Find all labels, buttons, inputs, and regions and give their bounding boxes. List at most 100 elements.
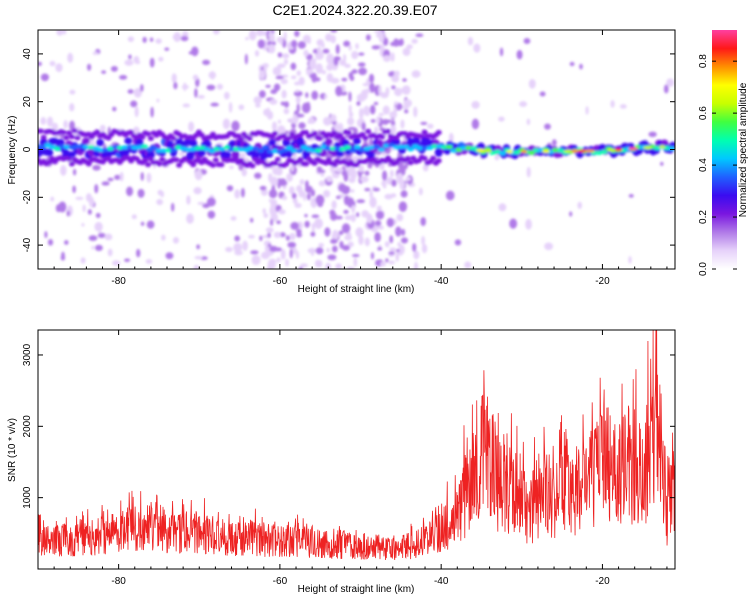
spectrogram-cell <box>377 147 385 152</box>
spectrogram-cell <box>335 44 340 55</box>
spectrogram-cell <box>384 193 393 200</box>
spectrogram-cell <box>265 84 271 88</box>
spectrogram-cell <box>338 230 344 236</box>
spectrogram-cell <box>345 231 352 240</box>
spectrogram-cell <box>519 101 528 107</box>
spectrogram-cell <box>303 161 310 167</box>
spectrogram-cell <box>107 177 114 182</box>
spectrogram-cell <box>286 172 293 182</box>
spectrogram-cell <box>40 73 50 82</box>
spectrogram-cell <box>314 218 324 229</box>
spectrogram-cell <box>374 126 379 134</box>
spectrogram-cell <box>62 30 67 35</box>
spectrogram-cell <box>509 218 518 229</box>
spectrogram-cell <box>230 216 237 221</box>
spectrogram-cell <box>85 161 92 167</box>
spectrogram-cell <box>87 209 92 215</box>
spectrogram-cell <box>281 195 288 201</box>
spectrogram-cell <box>207 210 216 219</box>
spectrogram-cell <box>253 96 262 104</box>
spectrogram-cell <box>349 75 355 81</box>
spectrogram-cell <box>360 176 369 183</box>
spectrogram-cell <box>335 195 341 200</box>
spectrogram-cell <box>294 202 302 208</box>
spectrogram-cell <box>173 81 178 90</box>
spectrogram-cell <box>310 197 318 209</box>
spectrogram-cell <box>384 128 391 134</box>
spectrogram-cell <box>66 210 70 217</box>
spectrogram-cell <box>223 145 231 150</box>
spectrogram-cell <box>585 106 589 115</box>
spectrogram-cell <box>346 266 355 269</box>
spectrogram-cell <box>85 193 92 202</box>
spectrogram-cell <box>58 144 66 149</box>
spectrogram-cell <box>367 161 373 169</box>
spectrogram-cell <box>298 189 305 198</box>
spectrogram-cell <box>283 59 289 65</box>
spectrogram-cell <box>375 210 385 220</box>
spectrogram-cell <box>112 106 117 112</box>
spectrogram-cell <box>356 101 361 106</box>
spectrogram-cell <box>307 117 315 124</box>
spectrogram-cell <box>222 118 231 130</box>
spectrogram-cell <box>213 146 221 151</box>
spectrogram-cell <box>325 262 332 269</box>
x-tick-label: -40 <box>434 576 449 587</box>
spectrogram-cell <box>362 135 369 141</box>
spectrogram-cell <box>435 130 442 136</box>
spectrogram-cell <box>75 196 84 201</box>
spectrogram-cell <box>297 156 304 162</box>
spectrogram-cell <box>149 57 155 68</box>
spectrogram-cell <box>324 227 331 237</box>
spectrogram-cell <box>94 183 99 194</box>
spectrogram-cell <box>272 130 279 136</box>
spectrogram-cell <box>94 221 103 232</box>
spectrogram-cell <box>343 53 347 62</box>
spectrogram-cell <box>330 77 340 84</box>
spectrogram-cell <box>471 100 480 109</box>
spectrogram-cell <box>159 156 166 162</box>
spectrogram-cell <box>296 113 305 118</box>
spectrogram-cell <box>193 187 202 195</box>
spectrogram-cell <box>404 109 409 114</box>
spectrogram-cell <box>391 85 396 90</box>
spectrogram-cell <box>310 231 316 237</box>
spectrogram-cell <box>348 91 352 102</box>
spectrogram-cell <box>63 120 68 129</box>
spectrogram-cell <box>406 44 413 50</box>
spectrogram-cell <box>272 160 279 166</box>
spectrogram-cell <box>259 185 267 191</box>
spectrogram-cell <box>401 131 408 137</box>
spectrogram-cell <box>156 198 164 206</box>
spectrogram-cell <box>648 131 657 138</box>
spectrogram-cell <box>145 131 152 137</box>
spectrogram-cell <box>366 213 373 224</box>
spectrogram-cell <box>275 75 284 80</box>
spectrogram-cell <box>146 172 152 183</box>
spectrogram-cell <box>345 197 354 202</box>
spectrogram-cell <box>310 247 315 257</box>
spectrogram-cell <box>473 43 481 53</box>
spectrogram-cell <box>101 70 107 74</box>
spectrogram-cell <box>330 114 337 122</box>
snr-y-ticks: 1000 2000 3000 <box>22 343 675 509</box>
spectrogram-cell <box>341 77 348 82</box>
x-tick-label: -80 <box>111 276 126 287</box>
spectrogram-cell <box>140 171 144 181</box>
spectrogram-cell <box>454 239 462 246</box>
spectrogram-cell <box>658 145 666 149</box>
spectrogram-cell <box>476 148 485 152</box>
spectrogram-cell <box>388 251 395 255</box>
spectrogram-cell <box>364 170 370 176</box>
spectrogram-x-axis-label: Height of straight line (km) <box>298 284 415 295</box>
spectrogram-cell <box>352 137 361 145</box>
spectrogram-cell <box>521 150 528 154</box>
spectrogram-cell <box>295 250 300 260</box>
spectrogram-cell <box>44 231 48 239</box>
spectrogram-cell <box>294 30 300 37</box>
spectrogram-cell <box>304 185 313 193</box>
spectrogram-cell <box>268 43 276 54</box>
spectrogram-cell <box>399 38 404 46</box>
spectrogram-cell <box>126 186 134 197</box>
spectrogram-cell <box>369 196 377 208</box>
